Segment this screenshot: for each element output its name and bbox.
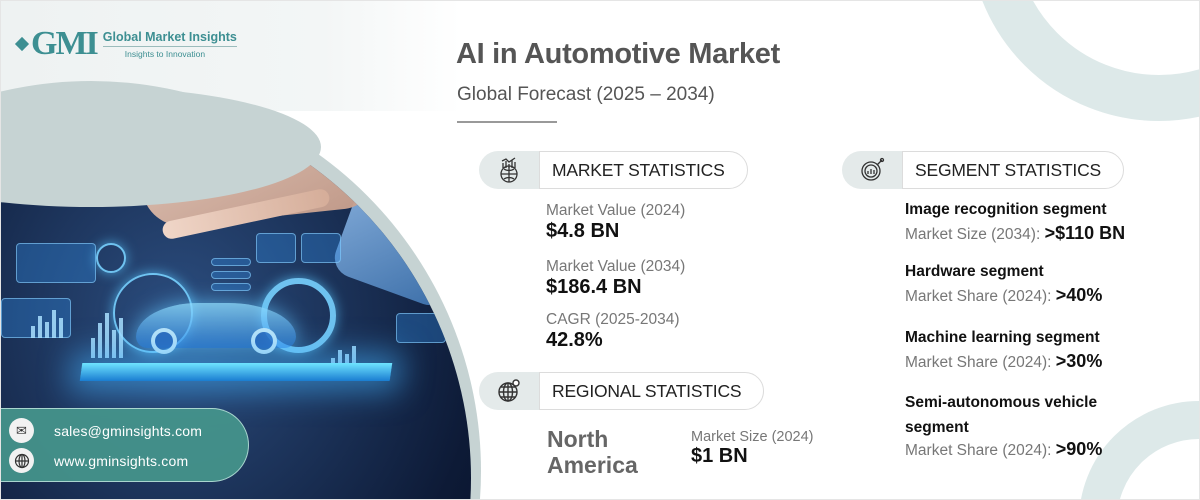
car-wheel <box>151 328 177 354</box>
car-wheel <box>251 328 277 354</box>
segment-name: Machine learning segment <box>905 329 1100 346</box>
segment-metric: Market Share (2024): >30% <box>905 351 1102 372</box>
contact-email[interactable]: ✉ sales@gminsights.com <box>9 418 202 443</box>
page-subtitle: Global Forecast (2025 – 2034) <box>457 84 715 105</box>
market-value-2034: Market Value (2034) $186.4 BN <box>546 258 685 299</box>
holo-panel <box>256 233 296 263</box>
segment-metric-value: >30% <box>1055 351 1103 371</box>
segment-name: Hardware segment <box>905 263 1044 280</box>
title-divider <box>457 121 557 123</box>
website-link[interactable]: www.gminsights.com <box>54 452 189 469</box>
email-link[interactable]: sales@gminsights.com <box>54 422 203 439</box>
speedometer <box>96 243 126 273</box>
segment-metric: Market Size (2034): >$110 BN <box>905 223 1125 244</box>
stat-value: $186.4 BN <box>546 276 642 298</box>
chart-globe-icon <box>479 151 539 189</box>
logo-diamond-icon <box>14 36 30 52</box>
globe-pin-icon <box>479 372 539 410</box>
segment-name: Image recognition segment <box>905 201 1107 218</box>
holo-panel <box>211 271 251 279</box>
segment-item: Machine learning segment Market Share (2… <box>905 329 1102 372</box>
segment-metric-value: >$110 BN <box>1044 223 1126 243</box>
segment-metric-value: >40% <box>1055 285 1103 305</box>
market-value-2024: Market Value (2024) $4.8 BN <box>546 202 685 243</box>
segment-item: Hardware segment Market Share (2024): >4… <box>905 263 1102 306</box>
stat-value: $4.8 BN <box>546 220 620 242</box>
segment-metric-label: Market Share (2024): <box>905 442 1052 459</box>
brand-name: Global Market Insights <box>102 30 237 47</box>
segment-metric: Market Share (2024): >40% <box>905 285 1102 306</box>
regional-statistics-header: REGIONAL STATISTICS <box>479 372 765 410</box>
regional-statistics-title: REGIONAL STATISTICS <box>539 372 765 410</box>
region-line-2: America <box>547 452 638 478</box>
segment-metric-value: >90% <box>1055 439 1103 459</box>
gmi-logo: GMI Global Market Insights Insights to I… <box>14 25 237 62</box>
holo-bar-chart <box>91 308 123 358</box>
decorative-arc-top <box>969 1 1199 121</box>
stat-label: CAGR (2025-2034) <box>546 311 680 328</box>
segment-metric-label: Market Share (2024): <box>905 354 1052 371</box>
target-chart-icon <box>842 151 902 189</box>
brand-tagline: Insights to Innovation <box>124 48 206 59</box>
stat-label: Market Size (2024) <box>691 429 814 445</box>
market-statistics-title: MARKET STATISTICS <box>539 151 748 189</box>
stat-label: Market Value (2024) <box>546 202 686 219</box>
holo-panel <box>16 243 96 283</box>
stat-value: 42.8% <box>546 329 603 351</box>
region-name: North America <box>547 426 638 478</box>
tablet <box>79 363 393 381</box>
segment-statistics-header: SEGMENT STATISTICS <box>842 151 1125 189</box>
globe-icon <box>9 448 34 473</box>
stat-value: $1 BN <box>691 445 748 467</box>
holo-panel <box>396 313 446 343</box>
segment-name-line-1: Semi-autonomous vehicle <box>905 394 1098 411</box>
contact-panel: ✉ sales@gminsights.com www.gminsights.co… <box>1 408 249 482</box>
holo-panel <box>301 233 341 263</box>
logo-text: Global Market Insights Insights to Innov… <box>102 30 237 59</box>
segment-name-line-2: segment <box>905 419 969 436</box>
market-statistics-header: MARKET STATISTICS <box>479 151 748 189</box>
segment-item: Image recognition segment Market Size (2… <box>905 201 1125 244</box>
segment-statistics-title: SEGMENT STATISTICS <box>902 151 1125 189</box>
segment-metric-label: Market Size (2034): <box>905 226 1041 243</box>
regional-market-size: Market Size (2024) $1 BN <box>691 429 814 468</box>
holo-panel <box>211 258 251 266</box>
envelope-icon: ✉ <box>9 418 34 443</box>
holo-bar-chart <box>31 308 63 338</box>
segment-metric-label: Market Share (2024): <box>905 288 1052 305</box>
logo-mark: GMI <box>31 25 99 62</box>
cagr: CAGR (2025-2034) 42.8% <box>546 311 680 352</box>
segment-metric: Market Share (2024): >90% <box>905 439 1102 460</box>
stat-label: Market Value (2034) <box>546 258 686 275</box>
contact-website[interactable]: www.gminsights.com <box>9 448 188 473</box>
holo-panel <box>211 283 251 291</box>
region-line-1: North <box>547 426 609 452</box>
segment-item: Semi-autonomous vehicle segment Market S… <box>905 394 1102 460</box>
page-title: AI in Automotive Market <box>456 38 780 70</box>
